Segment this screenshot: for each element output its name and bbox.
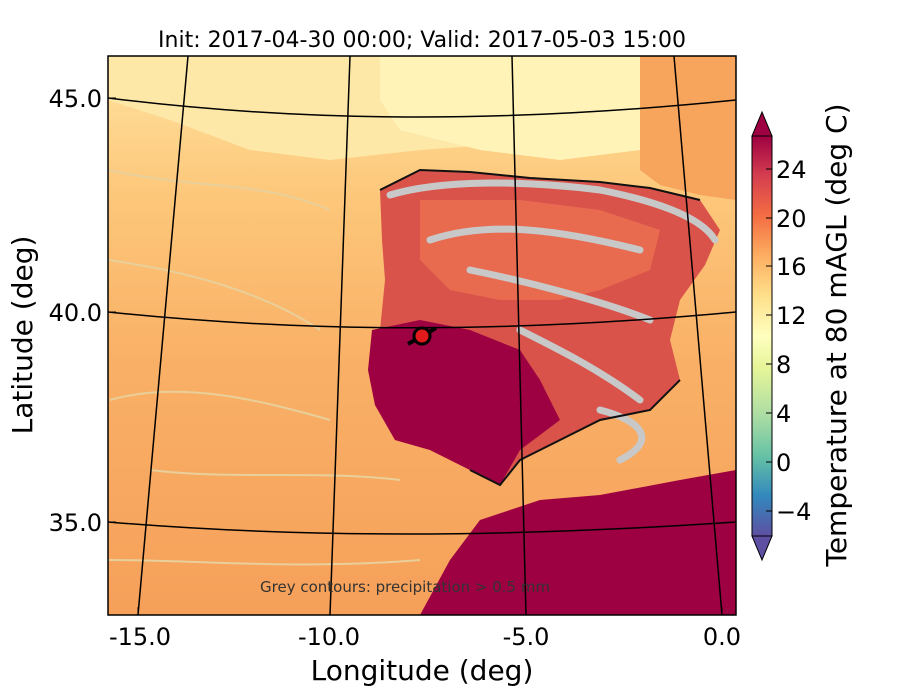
colorbar-label: Temperature at 80 mAGL (deg C) bbox=[820, 103, 853, 567]
x-tick-label: -15.0 bbox=[109, 623, 171, 651]
graticule bbox=[108, 56, 736, 615]
precipitation-contours bbox=[386, 179, 719, 464]
colorbar-tick-label: 4 bbox=[776, 400, 791, 428]
colorbar-min-extension bbox=[751, 535, 773, 562]
france-land bbox=[640, 56, 736, 200]
x-tick-label: 0.0 bbox=[703, 623, 741, 651]
colorbar-tick-label: 0 bbox=[776, 449, 791, 477]
colorbar-tick-label: −4 bbox=[776, 498, 811, 526]
colorbar-tick-label: 24 bbox=[776, 156, 807, 184]
location-marker bbox=[412, 326, 432, 346]
x-tick-label: -5.0 bbox=[503, 623, 550, 651]
coastline bbox=[379, 168, 701, 487]
x-axis-label: Longitude (deg) bbox=[311, 654, 534, 687]
bay-of-biscay-cool-water bbox=[380, 56, 640, 160]
map-title: Init: 2017-04-30 00:00; Valid: 2017-05-0… bbox=[158, 28, 686, 53]
map-plot-area: Grey contours: precipitation > 0.5 mm bbox=[108, 56, 736, 615]
colorbar: 24 20 16 12 8 4 0 −4 bbox=[751, 110, 811, 562]
y-axis-label: Latitude (deg) bbox=[6, 236, 39, 435]
x-ticks: -15.0 -10.0 -5.0 0.0 bbox=[109, 607, 741, 651]
y-ticks: 45.0 40.0 35.0 bbox=[49, 85, 116, 537]
colorbar-tick-label: 16 bbox=[776, 253, 807, 281]
y-tick-label: 40.0 bbox=[49, 299, 102, 327]
colorbar-tick-label: 8 bbox=[776, 351, 791, 379]
colorbar-tick-label: 12 bbox=[776, 302, 807, 330]
north-africa-hot bbox=[420, 470, 736, 615]
colorbar-gradient bbox=[751, 135, 773, 537]
colorbar-max-extension bbox=[751, 110, 773, 137]
map-frame bbox=[107, 55, 737, 616]
y-tick-label: 35.0 bbox=[49, 509, 102, 537]
x-tick-label: -10.0 bbox=[298, 623, 360, 651]
precipitation-note: Grey contours: precipitation > 0.5 mm bbox=[260, 578, 550, 596]
sea-contours bbox=[108, 169, 421, 566]
y-tick-label: 45.0 bbox=[49, 85, 102, 113]
colorbar-tick-label: 20 bbox=[776, 205, 807, 233]
southwest-hot-core bbox=[368, 320, 560, 485]
